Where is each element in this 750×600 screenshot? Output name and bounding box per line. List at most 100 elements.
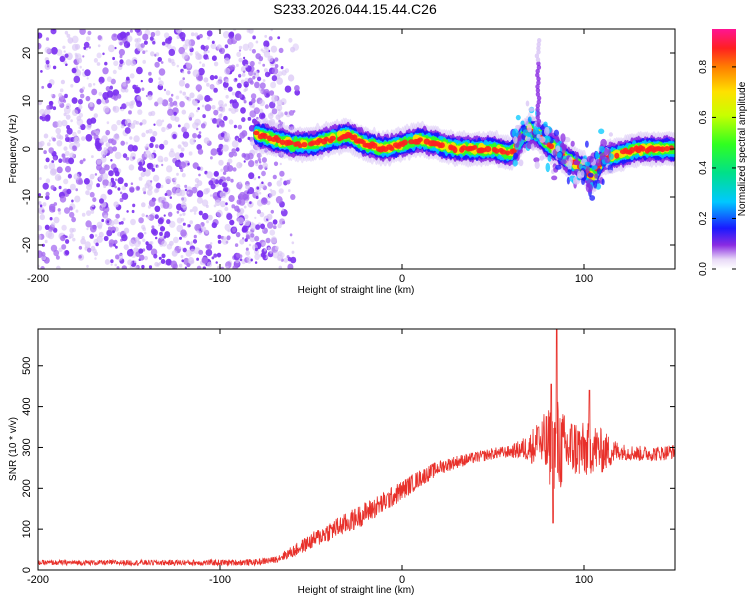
- noise-blob: [143, 157, 146, 161]
- ridge-mark: [253, 130, 260, 136]
- noise-blob: [188, 224, 191, 228]
- noise-blob: [277, 223, 282, 229]
- noise-blob: [158, 224, 161, 227]
- noise-blob: [156, 263, 160, 267]
- noise-blob: [76, 118, 84, 127]
- noise-blob: [291, 241, 295, 245]
- noise-blob: [259, 90, 263, 94]
- noise-blob: [227, 38, 234, 45]
- noise-blob: [64, 150, 70, 157]
- clutter-mark: [513, 136, 518, 144]
- noise-blob: [150, 241, 154, 245]
- noise-blob: [65, 136, 70, 142]
- noise-blob: [180, 229, 187, 237]
- noise-blob: [65, 235, 68, 239]
- noise-blob: [71, 199, 74, 203]
- noise-blob: [182, 212, 186, 216]
- noise-blob: [79, 65, 82, 69]
- noise-blob: [269, 193, 273, 198]
- noise-blob: [92, 83, 96, 86]
- noise-blob: [142, 167, 146, 172]
- noise-blob: [224, 223, 231, 231]
- noise-blob: [129, 239, 136, 247]
- noise-blob: [44, 46, 51, 54]
- noise-blob: [87, 30, 92, 36]
- noise-blob: [71, 216, 76, 223]
- noise-blob: [147, 215, 151, 220]
- noise-blob: [84, 69, 91, 77]
- noise-blob: [69, 183, 76, 191]
- noise-blob: [50, 29, 57, 35]
- noise-blob: [237, 217, 244, 225]
- noise-blob: [268, 112, 274, 120]
- noise-blob: [263, 68, 268, 73]
- noise-blob: [86, 227, 89, 231]
- noise-blob: [146, 243, 153, 251]
- noise-blob: [69, 227, 74, 233]
- noise-blob: [201, 226, 207, 233]
- noise-blob: [263, 40, 270, 48]
- noise-blob: [279, 177, 283, 181]
- noise-blob: [114, 185, 117, 189]
- noise-blob: [249, 201, 252, 205]
- noise-blob: [83, 41, 90, 49]
- noise-blob: [181, 52, 189, 60]
- noise-blob: [280, 98, 287, 105]
- noise-blob: [159, 231, 163, 236]
- spectrogram-y-ticks: -20 -10 0 10 20: [21, 47, 675, 253]
- clutter-mark: [560, 133, 566, 143]
- noise-blob: [204, 104, 212, 112]
- noise-blob: [112, 105, 120, 113]
- noise-blob: [201, 256, 208, 264]
- noise-blob: [182, 70, 185, 74]
- noise-blob: [223, 165, 230, 173]
- noise-blob: [277, 108, 281, 112]
- noise-blob: [150, 110, 156, 116]
- noise-blob: [154, 101, 159, 107]
- noise-blob: [252, 35, 256, 40]
- noise-blob: [196, 144, 202, 151]
- clutter-mark: [560, 159, 567, 165]
- noise-blob: [252, 75, 256, 80]
- noise-blob: [148, 214, 155, 221]
- noise-blob: [51, 160, 55, 164]
- noise-blob: [48, 101, 53, 106]
- noise-blob: [256, 186, 260, 190]
- noise-blob: [188, 45, 193, 49]
- noise-blob: [240, 66, 247, 73]
- noise-blob: [66, 127, 73, 135]
- noise-blob: [86, 183, 93, 191]
- noise-blob: [278, 265, 282, 269]
- noise-blob: [88, 83, 92, 88]
- noise-blob: [158, 77, 161, 81]
- noise-blob: [154, 61, 160, 68]
- noise-blob: [154, 205, 161, 212]
- noise-blob: [95, 242, 99, 247]
- spike-mark: [535, 107, 540, 113]
- noise-blob: [180, 202, 187, 209]
- spectrogram-marks: [38, 29, 675, 269]
- noise-blob: [255, 53, 261, 60]
- noise-blob: [106, 90, 114, 98]
- noise-blob: [145, 49, 148, 53]
- noise-blob: [129, 29, 133, 33]
- ridge-mark: [417, 137, 423, 142]
- noise-blob: [202, 114, 206, 119]
- noise-blob: [244, 219, 251, 227]
- noise-blob: [168, 59, 172, 63]
- noise-blob: [161, 240, 167, 247]
- clutter-mark: [594, 173, 599, 179]
- noise-blob: [148, 265, 153, 269]
- noise-blob: [157, 57, 162, 62]
- noise-blob: [137, 232, 144, 240]
- noise-blob: [115, 254, 120, 260]
- clutter-mark: [524, 118, 529, 127]
- noise-blob: [212, 118, 218, 124]
- noise-blob: [179, 101, 185, 108]
- noise-blob: [166, 165, 173, 173]
- noise-blob: [93, 58, 98, 63]
- noise-blob: [136, 66, 143, 75]
- noise-blob: [269, 229, 276, 236]
- noise-blob: [78, 179, 84, 185]
- noise-blob: [181, 259, 184, 263]
